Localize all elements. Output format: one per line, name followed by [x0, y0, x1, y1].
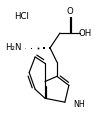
Text: H₂N: H₂N: [5, 43, 21, 52]
Text: OH: OH: [79, 29, 92, 37]
Text: O: O: [66, 7, 73, 16]
Text: HCl: HCl: [14, 12, 29, 21]
Text: NH: NH: [73, 100, 85, 109]
